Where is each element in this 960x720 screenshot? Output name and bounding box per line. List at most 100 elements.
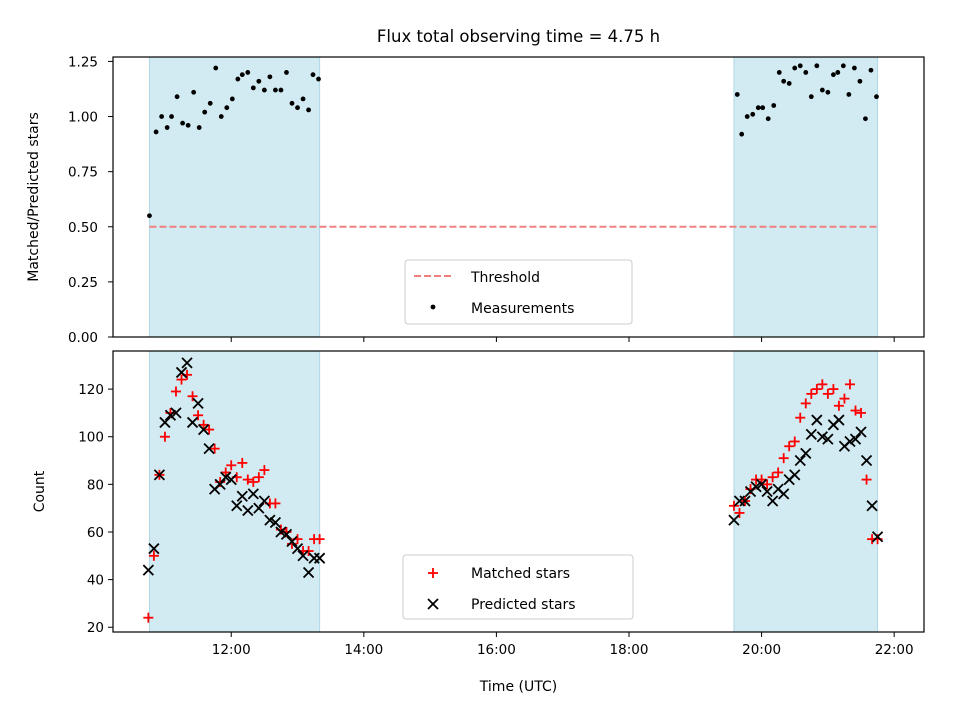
count-axes-frame <box>112 350 925 633</box>
predicted-star-point <box>197 423 210 436</box>
ratio-legend: Threshold Measurements <box>404 259 633 325</box>
measurement-point <box>771 103 777 108</box>
observing-window-2 <box>733 350 879 633</box>
matched-star-point <box>734 507 745 518</box>
predicted-star-point <box>214 478 226 490</box>
x-tick-label: 18:00 <box>610 642 649 658</box>
count-y-axis-label: Count <box>32 470 48 512</box>
predicted-star-point <box>871 531 884 543</box>
predicted-star-point <box>866 500 878 512</box>
measurement-point <box>239 72 245 78</box>
legend-threshold-label: Threshold <box>470 270 540 286</box>
matched-star-point <box>209 443 220 454</box>
predicted-star-point <box>855 426 867 438</box>
predicted-star-point <box>242 504 254 517</box>
matched-star-point <box>248 476 259 487</box>
measurement-point <box>755 105 761 111</box>
measurement-point <box>734 92 740 97</box>
matched-star-point <box>756 474 767 485</box>
observing-window-1 <box>148 350 321 633</box>
measurement-point <box>750 111 756 117</box>
matched-star-point <box>762 479 773 490</box>
x-tick-label: 14:00 <box>344 642 383 658</box>
chart-title: Flux total observing time = 4.75 h <box>377 27 660 46</box>
legend-matched-swatch <box>428 568 438 578</box>
predicted-star-point <box>181 357 193 369</box>
matched-star-point <box>259 465 270 476</box>
predicted-star-point <box>258 495 271 507</box>
measurement-point <box>235 76 241 82</box>
measurement-point <box>245 70 251 75</box>
legend-matched-label: Matched stars <box>471 566 570 582</box>
measurement-point <box>289 100 295 106</box>
matched-star-point <box>811 384 822 395</box>
matched-star-point <box>270 498 281 509</box>
ratio-y-axis-label: Matched/Predicted stars <box>26 112 42 282</box>
measurement-point <box>273 87 278 93</box>
ratio-axes: 0.00 0.25 0.50 0.75 1.00 1.25 Flux total obse… <box>26 27 925 346</box>
count-plot-marks <box>142 357 884 623</box>
legend-measurements-swatch <box>430 304 436 310</box>
measurement-point <box>803 70 809 75</box>
predicted-star-point <box>755 478 768 490</box>
measurement-point <box>185 122 191 128</box>
predicted-star-point <box>225 473 237 486</box>
matched-star-point <box>314 534 325 545</box>
measurement-point <box>159 114 165 119</box>
predicted-star-point <box>822 433 834 445</box>
measurement-point <box>808 94 814 100</box>
y-tick-label: 0.75 <box>68 165 98 181</box>
matched-star-point <box>856 407 867 418</box>
predicted-star-point <box>269 516 282 529</box>
matched-star-point <box>806 388 817 399</box>
measurement-point <box>295 105 300 111</box>
measurement-point <box>825 89 831 95</box>
predicted-star-point <box>313 552 326 564</box>
matched-star-point <box>242 474 253 485</box>
measurement-point <box>819 87 825 93</box>
count-legend: Matched stars Predicted stars <box>402 554 634 620</box>
x-tick-label: 12:00 <box>212 642 251 658</box>
ratio-x-ticks <box>230 337 895 342</box>
predicted-star-point <box>794 454 806 467</box>
matched-star-point <box>778 453 789 464</box>
y-tick-label: 1.00 <box>68 110 98 126</box>
predicted-star-point <box>849 433 862 445</box>
predicted-star-point <box>253 502 265 514</box>
measurement-point <box>792 65 798 71</box>
measurement-point <box>830 72 836 78</box>
measurement-point <box>814 63 820 69</box>
y-tick-label: 40 <box>87 573 104 589</box>
predicted-star-point <box>159 416 171 429</box>
x-tick-label: 22:00 <box>875 642 914 658</box>
predicted-star-point <box>302 566 315 579</box>
predicted-star-point <box>236 490 248 502</box>
matched-star-point <box>828 384 839 395</box>
measurement-point <box>250 85 256 91</box>
measurement-point <box>224 105 230 111</box>
ratio-axes-frame <box>112 56 925 338</box>
matched-star-point <box>789 436 800 447</box>
measurement-point <box>868 67 874 73</box>
predicted-star-point <box>186 416 199 429</box>
ratio-plot-marks <box>147 63 879 228</box>
matched-star-point <box>822 388 833 399</box>
matched-star-point <box>170 386 181 397</box>
matched-star-point <box>844 379 855 390</box>
y-tick-label: 1.25 <box>68 54 98 70</box>
matched-star-point <box>193 410 204 421</box>
matched-star-point <box>728 500 739 511</box>
ratio-y-ticks: 0.00 0.25 0.50 0.75 1.00 1.25 <box>68 54 113 346</box>
predicted-star-point <box>286 535 298 548</box>
legend-predicted-swatch <box>427 598 439 610</box>
predicted-star-point <box>860 454 873 467</box>
measurement-point <box>191 89 197 95</box>
measurement-point <box>840 63 846 69</box>
y-tick-label: 0.00 <box>68 330 98 346</box>
matched-star-point <box>198 419 209 430</box>
measurement-point <box>310 72 316 78</box>
predicted-star-point <box>761 485 773 498</box>
measurement-point <box>797 63 803 69</box>
matched-star-point <box>861 474 872 485</box>
measurement-point <box>857 78 863 84</box>
